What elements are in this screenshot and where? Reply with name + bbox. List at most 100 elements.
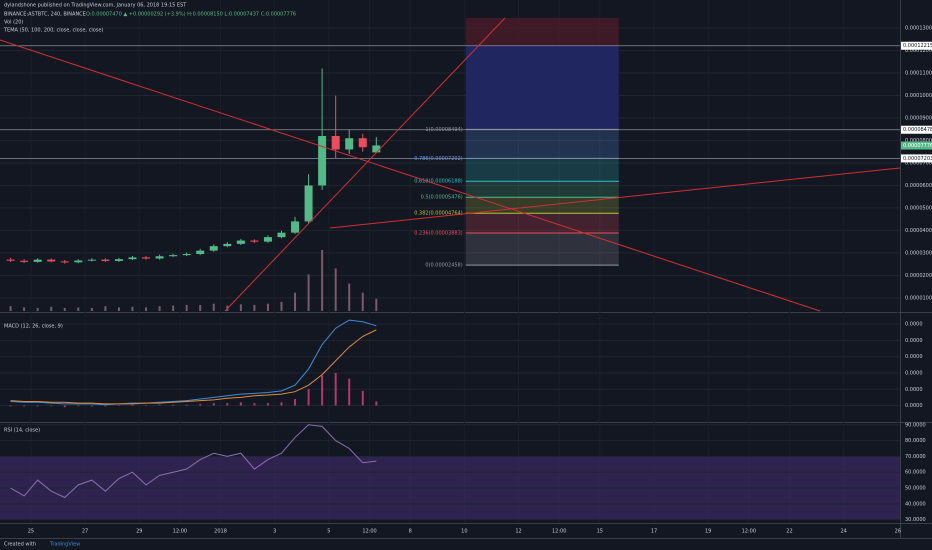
series-line xyxy=(10,329,377,405)
candle-body xyxy=(182,254,191,256)
y-tick-label: 0.0000 xyxy=(905,322,923,328)
x-tick-label: 12:00 xyxy=(173,529,187,535)
x-tick-label: 3 xyxy=(273,529,276,535)
x-tick-label: 12 xyxy=(515,529,521,535)
symbol: BINANCE:ASTBTC, 240, BINANCE xyxy=(4,12,86,18)
series-line xyxy=(10,319,377,406)
price-label: 0.00012215 xyxy=(903,43,932,49)
plot: 25 27 29 12:00 2018 3 5 12:00 8 10 12 12:00 15 17 19 12… xyxy=(0,18,932,535)
x-tick-label: 17 xyxy=(651,529,657,535)
y-tick-label: 70.0000 xyxy=(905,454,926,460)
price-label: 0.00008478 xyxy=(903,127,932,133)
y-tick-label: 0.0000 xyxy=(905,338,923,344)
fib-label: 0.382(0.00004764) xyxy=(414,211,462,217)
candle-body xyxy=(47,259,56,262)
macd-histogram-bar xyxy=(199,403,202,406)
volume-bar xyxy=(280,301,283,311)
volume-bar xyxy=(50,306,53,311)
y-tick-label: 50.0000 xyxy=(905,486,926,492)
x-tick-label: 10 xyxy=(461,529,467,535)
x-tick-label: 24 xyxy=(840,529,846,535)
x-tick-label: 25 xyxy=(28,529,34,535)
x-tick-label: 5 xyxy=(327,529,330,535)
macd-histogram-bar xyxy=(212,403,215,406)
fib-label: 0(0.00002458) xyxy=(425,263,462,269)
macd-histogram-bar xyxy=(280,402,283,406)
candle-body xyxy=(304,185,313,222)
macd-histogram-bar xyxy=(50,405,53,407)
volume-bar xyxy=(321,250,324,311)
candle-body xyxy=(291,221,300,233)
macd-histogram-bar xyxy=(172,404,175,406)
macd-histogram-bar xyxy=(9,405,12,407)
x-tick-label: 12:00 xyxy=(742,529,756,535)
candle-body xyxy=(250,240,259,242)
macd-histogram-bar xyxy=(145,405,148,407)
rsi-title: RSI (14, close) xyxy=(4,428,40,434)
volume-bar xyxy=(36,307,39,311)
y-tick-label: 0.0000 xyxy=(905,354,923,360)
volume-bar xyxy=(63,307,66,311)
x-tick-label: 15 xyxy=(597,529,603,535)
macd-histogram-bar xyxy=(63,405,66,408)
y-tick-label: 0.0000 xyxy=(905,387,923,393)
candle-body xyxy=(277,232,286,238)
macd-histogram-bar xyxy=(266,403,269,406)
volume-bar xyxy=(9,306,12,311)
candle-body xyxy=(223,243,232,247)
volume-bar xyxy=(104,306,107,311)
price-label-box xyxy=(901,141,932,150)
y-tick-label: 80.0000 xyxy=(905,438,926,444)
macd-histogram-bar xyxy=(253,403,256,406)
price-label-box xyxy=(901,41,932,50)
macd-histogram-bar xyxy=(77,405,80,407)
volume-bar xyxy=(145,307,148,311)
macd-histogram-bar xyxy=(104,405,107,407)
macd-histogram-bar xyxy=(36,405,39,407)
macd-histogram-bar xyxy=(348,378,351,406)
candle-body xyxy=(372,145,381,153)
price-label-box xyxy=(901,125,932,134)
x-tick-label: 2018 xyxy=(214,529,227,535)
volume-bar xyxy=(131,306,134,311)
macd-histogram-bar xyxy=(131,404,134,406)
volume-bar xyxy=(212,303,215,311)
volume-bar xyxy=(77,307,80,311)
author-line: dylandshone published on TradingView.com… xyxy=(4,3,187,9)
footer-brand: TradingView xyxy=(49,542,80,548)
price-label-box xyxy=(901,154,932,163)
vol-title: Vol (20) xyxy=(4,20,23,26)
ohlc: O:0.00007470 ▲ +0.00000292 (+3.9%) H:0.0… xyxy=(86,12,296,18)
volume-bar xyxy=(239,304,242,311)
volume-bar xyxy=(307,274,310,311)
macd-histogram-bar xyxy=(239,402,242,406)
series-line xyxy=(10,424,377,499)
macd-histogram-bar xyxy=(334,372,337,406)
candle-body xyxy=(155,256,164,259)
volume-bar xyxy=(117,307,120,311)
macd-title: MACD (12, 26, close, 9) xyxy=(4,324,63,330)
volume-bar xyxy=(266,303,269,311)
candle-body xyxy=(101,259,110,261)
volume-bar xyxy=(375,298,378,311)
volume-bar xyxy=(23,307,26,311)
candle-body xyxy=(358,138,367,148)
macd-histogram-bar xyxy=(307,389,310,406)
x-tick-label: 22 xyxy=(786,529,792,535)
fib-label: 0.786(0.00007202) xyxy=(414,156,462,162)
macd-histogram-bar xyxy=(23,405,26,407)
volume-bar xyxy=(158,306,161,311)
fib-label: 0.618(0.00006188) xyxy=(414,179,462,185)
trend-line xyxy=(329,167,901,229)
volume-bar xyxy=(172,305,175,311)
macd-histogram-bar xyxy=(90,405,93,407)
macd-histogram-bar xyxy=(321,375,324,406)
volume-bar xyxy=(348,283,351,311)
